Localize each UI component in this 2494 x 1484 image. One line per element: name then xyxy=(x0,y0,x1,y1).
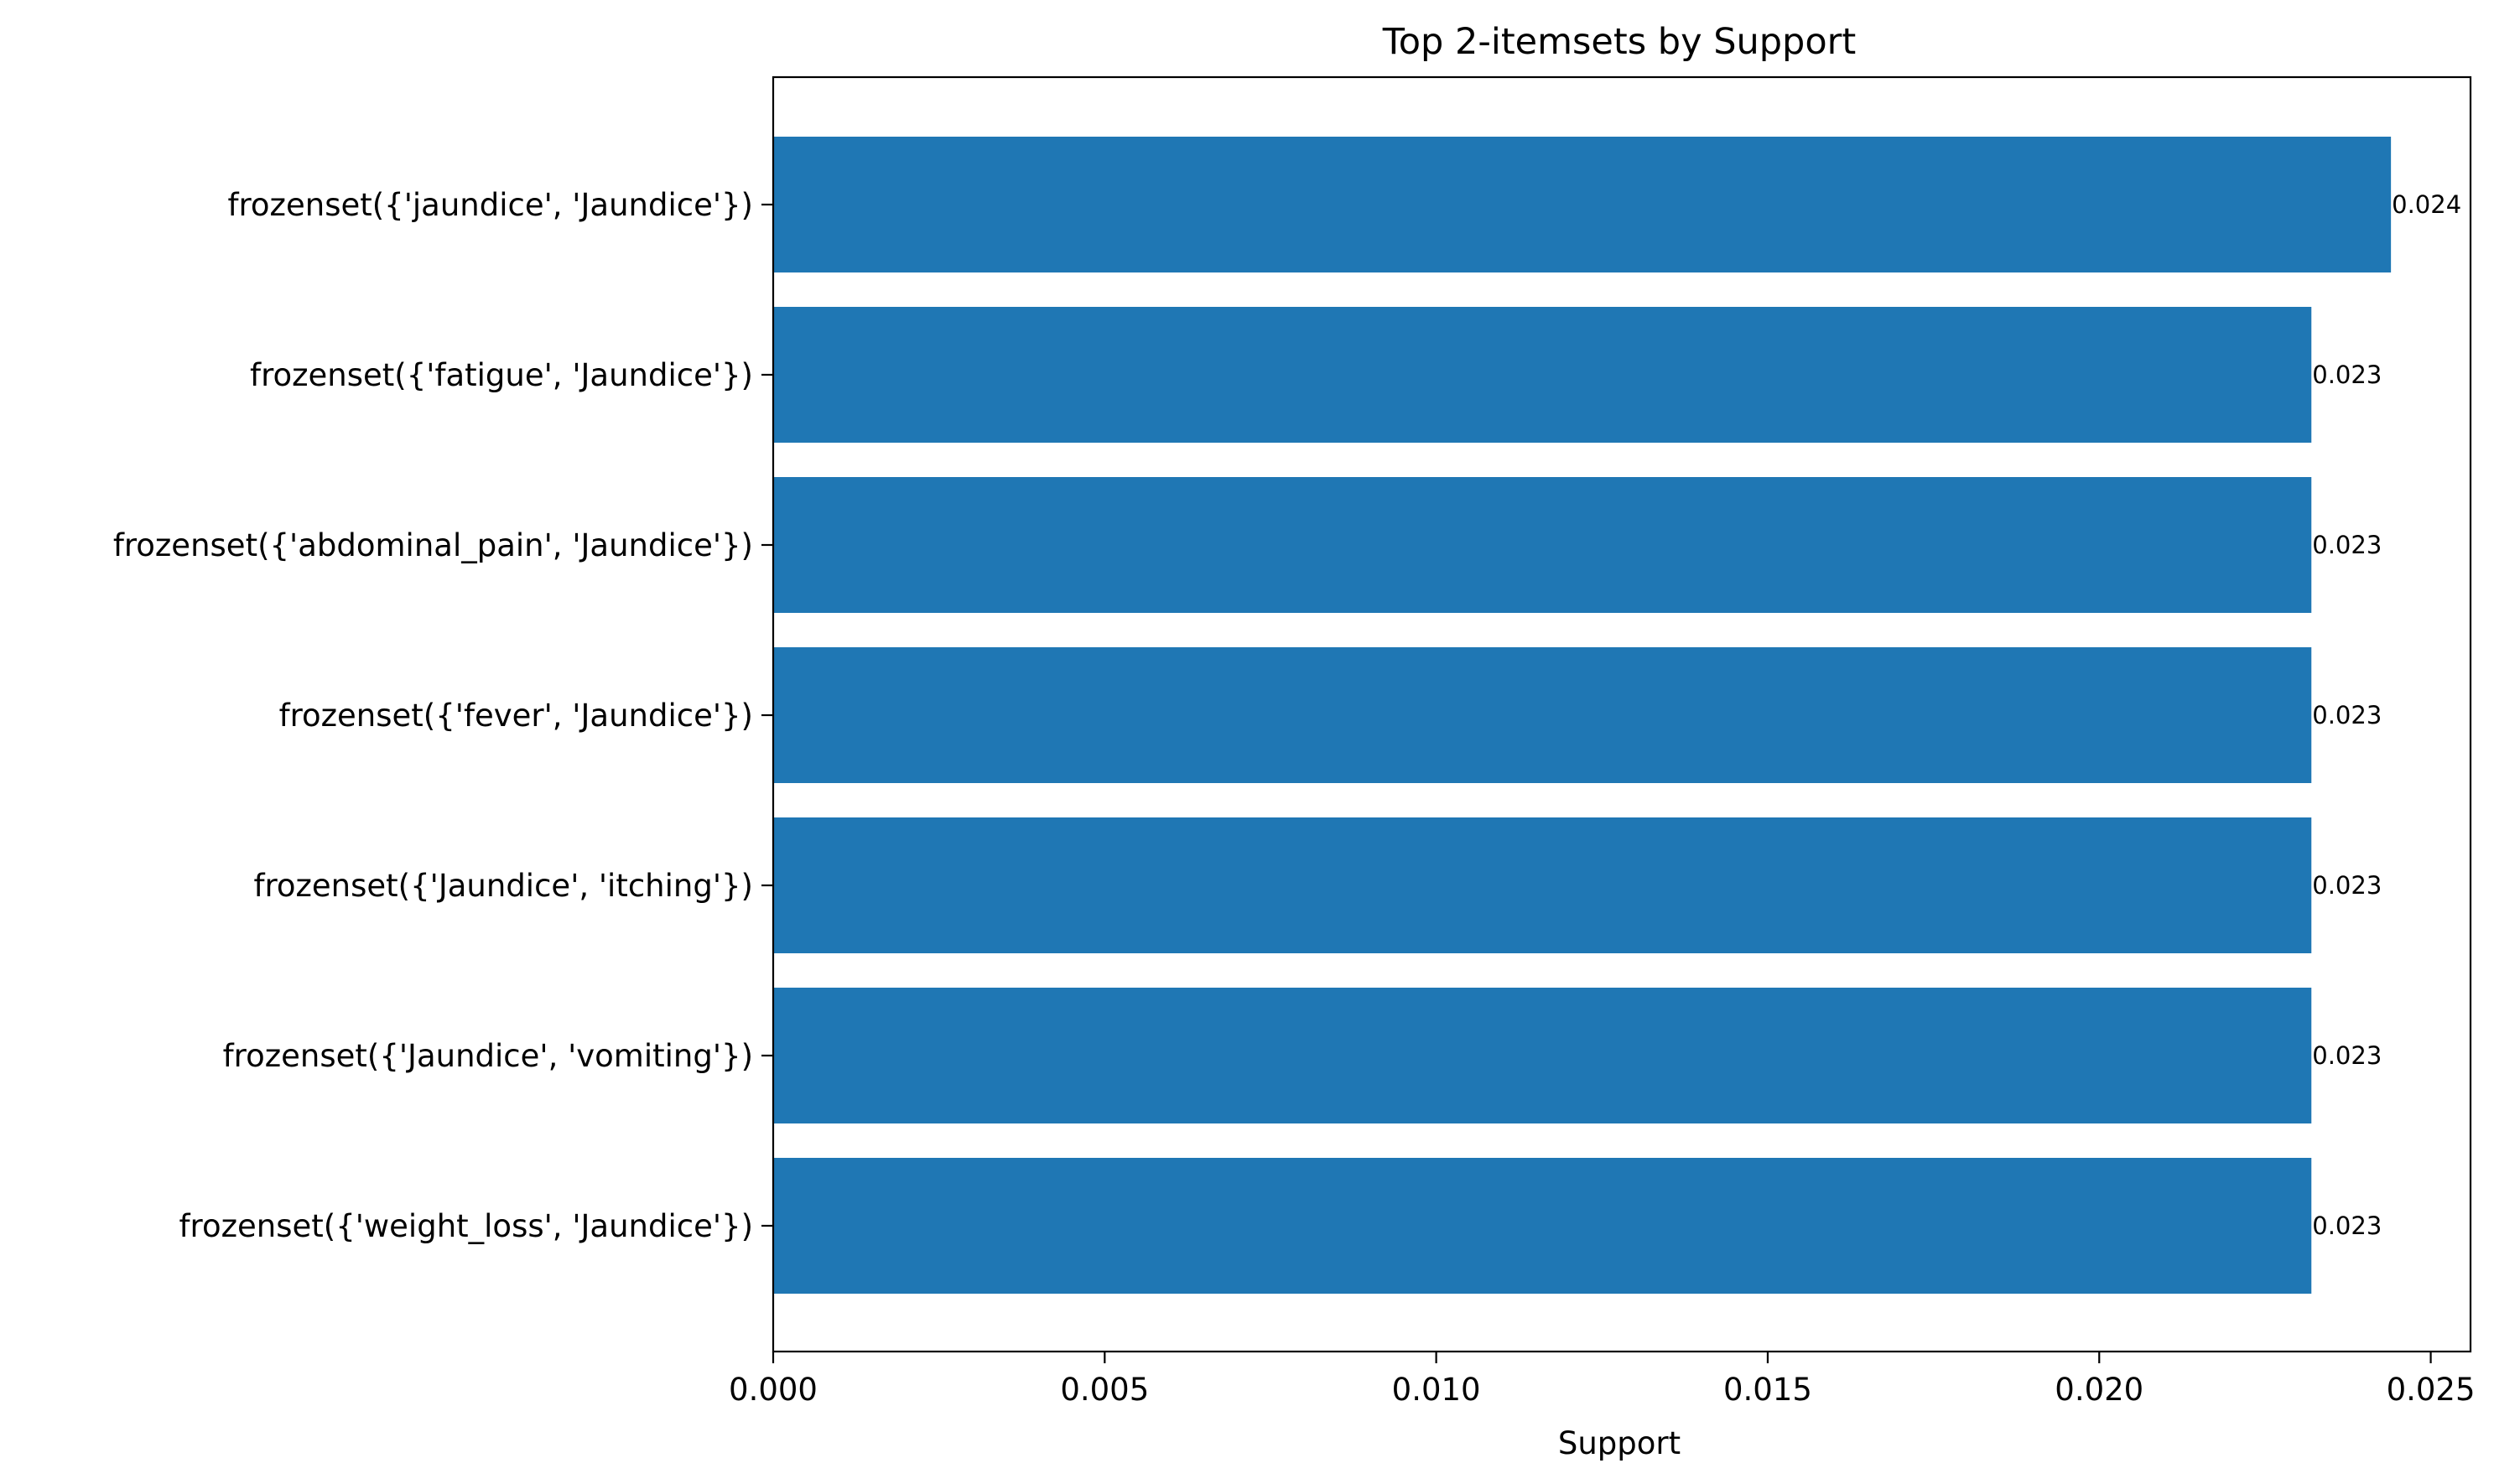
y-tick-label-5: frozenset({'Jaundice', 'vomiting'}) xyxy=(223,1038,753,1074)
x-axis-label: Support xyxy=(1558,1425,1681,1461)
x-tick-label-5: 0.025 xyxy=(2387,1372,2476,1408)
bar-value-label-1: 0.023 xyxy=(2312,361,2382,389)
bar-value-label-6: 0.023 xyxy=(2312,1212,2382,1240)
bar-1 xyxy=(773,307,2312,443)
x-tick-label-2: 0.010 xyxy=(1392,1372,1481,1408)
y-tick-label-4: frozenset({'Jaundice', 'itching'}) xyxy=(253,868,753,904)
bar-value-label-2: 0.023 xyxy=(2312,531,2382,559)
y-axis: frozenset({'jaundice', 'Jaundice'}) froze… xyxy=(113,187,773,1244)
bar-3 xyxy=(773,647,2312,783)
x-tick-label-3: 0.015 xyxy=(1723,1372,1812,1408)
y-tick-label-3: frozenset({'fever', 'Jaundice'}) xyxy=(279,698,753,734)
bar-6 xyxy=(773,1158,2312,1294)
bar-2 xyxy=(773,477,2312,613)
chart-title: Top 2-itemsets by Support xyxy=(1382,21,1856,63)
x-tick-label-0: 0.000 xyxy=(729,1372,818,1408)
bar-0 xyxy=(773,137,2392,272)
y-tick-label-1: frozenset({'fatigue', 'Jaundice'}) xyxy=(250,357,753,393)
bar-5 xyxy=(773,988,2312,1123)
bar-value-label-4: 0.023 xyxy=(2312,871,2382,900)
x-axis: 0.000 0.005 0.010 0.015 0.020 0.025 xyxy=(729,1352,2476,1408)
y-tick-label-2: frozenset({'abdominal_pain', 'Jaundice'}… xyxy=(113,527,753,563)
y-tick-label-6: frozenset({'weight_loss', 'Jaundice'}) xyxy=(179,1208,753,1244)
bar-value-label-3: 0.023 xyxy=(2312,701,2382,729)
bar-4 xyxy=(773,817,2312,953)
bars-layer: 0.024 0.023 0.023 0.023 0.023 0.023 0.023 xyxy=(773,137,2461,1294)
x-tick-label-1: 0.005 xyxy=(1060,1372,1149,1408)
x-tick-label-4: 0.020 xyxy=(2055,1372,2143,1408)
bar-value-label-0: 0.024 xyxy=(2392,190,2461,219)
y-tick-label-0: frozenset({'jaundice', 'Jaundice'}) xyxy=(228,187,754,223)
bar-value-label-5: 0.023 xyxy=(2312,1041,2382,1070)
